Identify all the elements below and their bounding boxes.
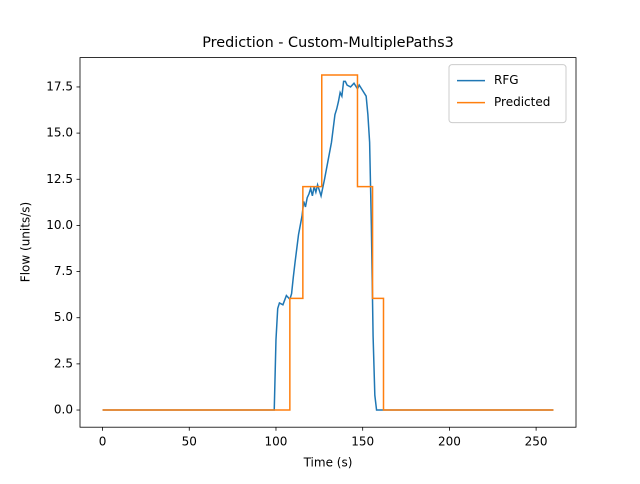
y-tick-label: 12.5	[46, 172, 73, 186]
y-tick-label: 10.0	[46, 218, 73, 232]
x-tick-label: 0	[99, 435, 107, 449]
x-axis-label: Time (s)	[303, 456, 353, 470]
x-tick-label: 200	[438, 435, 461, 449]
legend-label: Predicted	[494, 95, 550, 109]
chart-title: Prediction - Custom-MultiplePaths3	[202, 35, 454, 51]
x-tick-label: 150	[351, 435, 374, 449]
y-axis-label: Flow (units/s)	[19, 202, 33, 282]
plot-frame	[79, 57, 577, 428]
y-tick-label: 0.0	[54, 403, 73, 417]
x-tick-label: 100	[265, 435, 288, 449]
line	[102, 74, 554, 411]
legend-label: RFG	[494, 73, 519, 87]
y-tick-label: 17.5	[46, 79, 73, 93]
y-tick-label: 15.0	[46, 126, 73, 140]
line	[102, 80, 554, 411]
legend-box	[448, 64, 567, 124]
y-tick-label: 7.5	[54, 264, 73, 278]
y-tick-label: 2.5	[54, 356, 73, 370]
x-tick-label: 50	[182, 435, 197, 449]
y-tick-label: 5.0	[54, 310, 73, 324]
x-tick-label: 250	[525, 435, 548, 449]
